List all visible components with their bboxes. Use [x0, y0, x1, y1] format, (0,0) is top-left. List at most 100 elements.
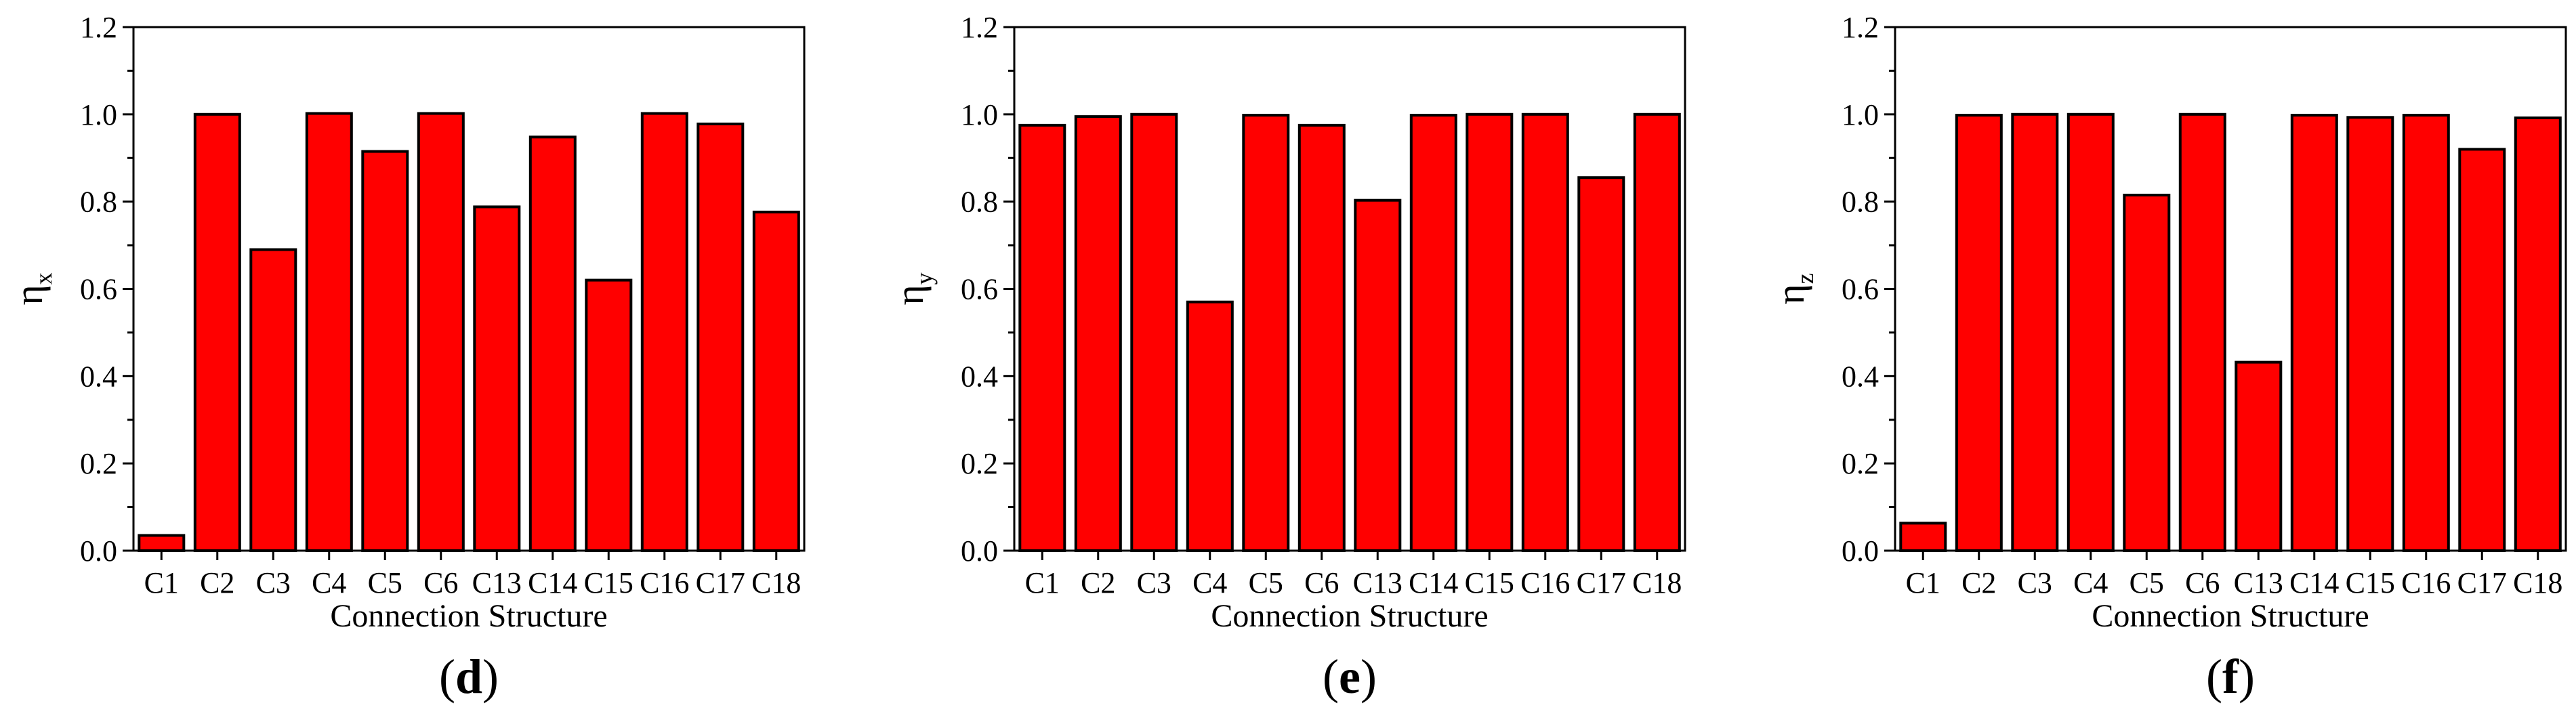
y-tick-label: 0.4 [1842, 360, 1879, 393]
x-tick-label-c3: C3 [1137, 566, 1171, 599]
y-tick-label: 0.8 [961, 186, 998, 219]
x-tick-label-c15: C15 [584, 566, 633, 599]
y-tick-label: 0.4 [961, 360, 998, 393]
y-tick-label: 0.2 [80, 447, 117, 480]
x-tick-label-c14: C14 [2289, 566, 2339, 599]
bar-c15 [1466, 112, 1514, 553]
chart-panel-e: 0.00.20.40.60.81.01.2C1 C2 C3 C4 C5 C6 C13 C14 C… [888, 11, 1686, 704]
bar-c5 [1242, 114, 1290, 553]
y-tick-label: 0.2 [961, 447, 998, 480]
y-tick-label: 0.0 [961, 534, 998, 568]
y-axis-subscript: z [1791, 273, 1819, 284]
x-axis-title: Connection Structure [1211, 598, 1488, 634]
bar-c18 [2514, 117, 2562, 552]
x-tick-label-c1: C1 [1025, 566, 1060, 599]
y-tick-label: 1.2 [1842, 11, 1879, 44]
bar-c13 [473, 205, 521, 552]
x-tick-label-c5: C5 [368, 566, 402, 599]
y-axis-title: ηz [1768, 273, 1819, 304]
bar-c17 [697, 123, 745, 552]
bar-c3 [1130, 112, 1178, 553]
x-tick-label-c3: C3 [256, 566, 291, 599]
bar-c14 [2290, 114, 2338, 553]
x-tick-label-c14: C14 [528, 566, 577, 599]
y-tick-label: 1.2 [961, 11, 998, 44]
bar-c14 [1409, 114, 1457, 553]
x-tick-label-c18: C18 [1632, 566, 1682, 599]
bar-c13 [1354, 198, 1402, 552]
panel-label: (f) [2206, 650, 2255, 704]
x-tick-label-c5: C5 [1249, 566, 1283, 599]
x-tick-label-c6: C6 [1304, 566, 1339, 599]
y-tick-label: 0.0 [1842, 534, 1879, 568]
x-tick-label-c5: C5 [2130, 566, 2164, 599]
y-tick-label: 0.6 [80, 273, 117, 306]
x-tick-label-c18: C18 [751, 566, 801, 599]
panel-label: (e) [1323, 650, 1377, 704]
y-tick-label: 1.0 [1842, 98, 1879, 131]
x-tick-label-c2: C2 [1961, 566, 1996, 599]
bar-c18 [752, 211, 800, 552]
bar-c2 [193, 112, 241, 553]
panel-label: (d) [439, 650, 499, 704]
bar-c18 [1633, 112, 1681, 553]
x-tick-label-c6: C6 [423, 566, 458, 599]
bar-c15 [2346, 116, 2394, 553]
y-tick-label: 0.4 [80, 360, 117, 393]
y-tick-label: 1.2 [80, 11, 117, 44]
x-tick-label-c14: C14 [1409, 566, 1458, 599]
bar-c1 [1018, 123, 1066, 552]
y-axis-title: ηy [888, 272, 938, 305]
x-tick-label-c16: C16 [1520, 566, 1570, 599]
x-tick-label-c13: C13 [2234, 566, 2283, 599]
bar-c2 [1955, 114, 2003, 553]
bar-c5 [361, 150, 409, 553]
y-axis-symbol: η [888, 284, 932, 305]
x-axis-title: Connection Structure [2092, 598, 2369, 634]
y-axis-subscript: x [30, 272, 57, 284]
bar-c6 [1297, 123, 1346, 552]
x-tick-label-c17: C17 [696, 566, 745, 599]
y-tick-label: 0.0 [80, 534, 117, 568]
bar-c1 [138, 534, 186, 552]
bar-c5 [2123, 194, 2171, 552]
y-tick-label: 0.8 [80, 186, 117, 219]
x-tick-label-c16: C16 [640, 566, 689, 599]
y-tick-label: 0.6 [961, 273, 998, 306]
x-tick-label-c13: C13 [1353, 566, 1403, 599]
x-tick-label-c4: C4 [1192, 566, 1227, 599]
bar-c15 [585, 278, 633, 552]
x-tick-label-c2: C2 [1081, 566, 1115, 599]
chart-panel-f: 0.00.20.40.60.81.01.2C1 C2 C3 C4 C5 C6 C13 C14 C… [1768, 11, 2567, 704]
y-tick-label: 0.2 [1842, 447, 1879, 480]
y-axis-symbol: η [7, 284, 51, 305]
bar-c3 [249, 248, 297, 552]
bar-c16 [1521, 112, 1569, 553]
bar-c2 [1074, 115, 1122, 553]
y-axis-subscript: y [911, 272, 938, 284]
x-tick-label-c17: C17 [2457, 566, 2507, 599]
x-tick-label-c3: C3 [2018, 566, 2052, 599]
bar-c1 [1899, 522, 1947, 553]
x-tick-label-c1: C1 [144, 566, 179, 599]
bar-c16 [640, 112, 688, 552]
x-axis-title: Connection Structure [330, 598, 607, 634]
chart-panel-d: 0.00.20.40.60.81.01.2C1 C2 C3 C4 C5 C6 C13 C14 C… [7, 11, 806, 704]
bar-c4 [305, 112, 353, 552]
bar-c13 [2235, 360, 2283, 552]
bar-c3 [2011, 112, 2059, 553]
x-tick-label-c6: C6 [2185, 566, 2220, 599]
x-tick-label-c4: C4 [2073, 566, 2108, 599]
x-tick-label-c1: C1 [1906, 566, 1940, 599]
x-tick-label-c2: C2 [200, 566, 234, 599]
y-tick-label: 0.8 [1842, 186, 1879, 219]
bar-c4 [1186, 300, 1234, 552]
bar-c6 [2178, 112, 2226, 553]
bar-c17 [2458, 148, 2506, 552]
x-tick-label-c4: C4 [312, 566, 346, 599]
bar-c14 [528, 135, 577, 553]
y-tick-label: 1.0 [80, 98, 117, 131]
x-tick-label-c17: C17 [1577, 566, 1626, 599]
x-tick-label-c18: C18 [2513, 566, 2562, 599]
